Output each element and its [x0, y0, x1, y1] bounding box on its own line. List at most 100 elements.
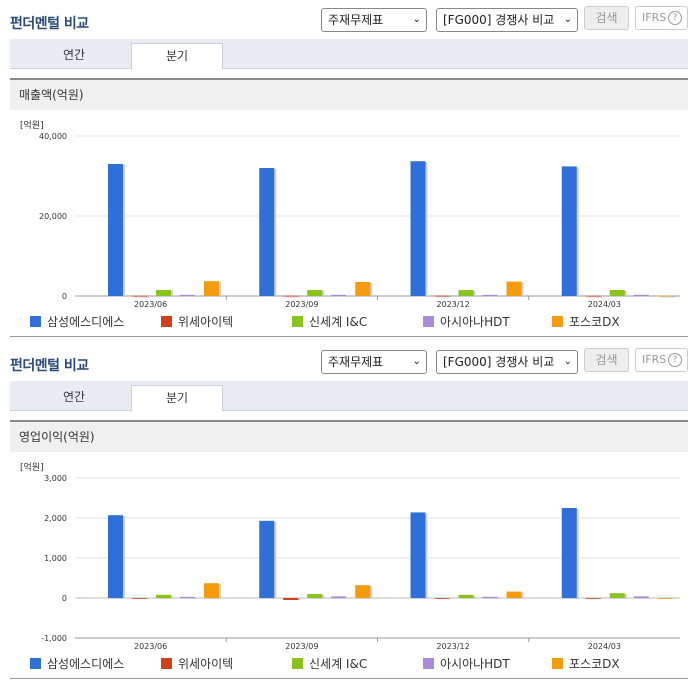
legend-label: 신세계 I&C: [309, 657, 368, 671]
x-tick-label: 2023/09: [285, 642, 318, 651]
question-icon: ?: [668, 11, 682, 25]
search-button[interactable]: 검색: [584, 6, 629, 30]
bar-신세계-i-c-2024-03[interactable]: [609, 290, 625, 296]
legend-swatch: [30, 658, 41, 669]
bar-삼성에스디에스-2023-06[interactable]: [108, 164, 123, 296]
ifrs-label: IFRS: [642, 353, 667, 366]
legend-swatch: [161, 658, 172, 669]
bar-포스코dx-2023-06[interactable]: [204, 583, 219, 598]
question-icon: ?: [668, 353, 682, 367]
bar-삼성에스디에스-2023-12[interactable]: [410, 512, 426, 598]
bar-shadow: [587, 296, 603, 298]
section-title: 펀더멘털 비교: [10, 358, 89, 374]
bar-신세계-i-c-2023-06[interactable]: [156, 290, 171, 296]
bar-shadow: [635, 597, 651, 599]
tab-quarterly[interactable]: 분기: [131, 43, 223, 70]
legend-label: 아시아나HDT: [440, 315, 510, 329]
legend-item-신세계-i-c[interactable]: 신세계 I&C: [292, 655, 367, 672]
bar-포스코dx-2023-06[interactable]: [204, 281, 219, 296]
bar-포스코dx-2024-03[interactable]: [657, 598, 673, 599]
legend-item-위세아이텍[interactable]: 위세아이텍: [161, 655, 233, 672]
x-tick-label: 2023/12: [437, 300, 470, 309]
bar-포스코dx-2024-03[interactable]: [657, 295, 673, 297]
section-title: 펀더멘털 비교: [10, 16, 89, 32]
bar-위세아이텍-2023-09[interactable]: [283, 598, 299, 600]
legend-label: 포스코DX: [569, 315, 620, 329]
legend-item-위세아이텍[interactable]: 위세아이텍: [161, 313, 233, 330]
ifrs-help-button[interactable]: IFRS ?: [635, 6, 688, 30]
bar-신세계-i-c-2023-12[interactable]: [458, 594, 474, 598]
statement-select[interactable]: 주재무제표 ⌄: [321, 8, 427, 32]
legend-item-아시아나hdt[interactable]: 아시아나HDT: [423, 655, 510, 672]
tab-quarterly[interactable]: 분기: [131, 385, 223, 412]
tab-annual[interactable]: 연간: [62, 48, 86, 62]
bar-신세계-i-c-2023-06[interactable]: [156, 594, 171, 598]
bar-shadow: [635, 295, 651, 297]
bar-삼성에스디에스-2023-06[interactable]: [108, 515, 123, 598]
legend-swatch: [423, 658, 434, 669]
bar-신세계-i-c-2023-09[interactable]: [307, 594, 323, 598]
bar-아시아나hdt-2023-06[interactable]: [180, 294, 195, 296]
legend-label: 삼성에스디에스: [47, 657, 125, 671]
legend-label: 포스코DX: [569, 657, 620, 671]
bar-삼성에스디에스-2024-03[interactable]: [561, 166, 577, 296]
y-tick-label: 0: [62, 292, 67, 301]
bar-위세아이텍-2023-09[interactable]: [283, 295, 299, 297]
legend-item-포스코dx[interactable]: 포스코DX: [552, 313, 620, 330]
legend-label: 위세아이텍: [178, 315, 234, 329]
bar-위세아이텍-2024-03[interactable]: [585, 295, 601, 297]
statement-select[interactable]: 주재무제표 ⌄: [321, 350, 427, 374]
ifrs-help-button[interactable]: IFRS ?: [635, 348, 688, 372]
search-button[interactable]: 검색: [584, 348, 629, 372]
bar-포스코dx-2023-12[interactable]: [506, 281, 522, 296]
bar-위세아이텍-2023-12[interactable]: [434, 295, 450, 297]
bar-shadow: [484, 295, 500, 297]
legend-item-아시아나hdt[interactable]: 아시아나HDT: [423, 313, 510, 330]
bar-위세아이텍-2024-03[interactable]: [585, 598, 601, 599]
tab-annual[interactable]: 연간: [62, 390, 86, 404]
unit-label: [억원]: [20, 463, 44, 473]
bar-아시아나hdt-2023-12[interactable]: [482, 294, 498, 296]
legend-item-삼성에스디에스[interactable]: 삼성에스디에스: [30, 655, 124, 672]
bar-아시아나hdt-2024-03[interactable]: [633, 596, 649, 598]
bar-아시아나hdt-2023-09[interactable]: [331, 294, 347, 296]
bar-삼성에스디에스-2023-09[interactable]: [259, 520, 275, 598]
x-tick-label: 2023/06: [134, 642, 167, 651]
bar-신세계-i-c-2023-12[interactable]: [458, 290, 474, 296]
bar-삼성에스디에스-2023-12[interactable]: [410, 161, 426, 296]
fundamentals-section-operating-income: 펀더멘털 비교 주재무제표 ⌄ [FG000] 경쟁사 비교 ⌄ 검색 IFRS…: [0, 342, 696, 684]
x-tick-label: 2023/12: [437, 642, 470, 651]
bar-포스코dx-2023-09[interactable]: [355, 282, 371, 296]
bar-포스코dx-2023-12[interactable]: [506, 591, 522, 598]
bar-위세아이텍-2023-06[interactable]: [132, 598, 147, 599]
bar-삼성에스디에스-2023-09[interactable]: [259, 168, 275, 296]
bar-신세계-i-c-2024-03[interactable]: [609, 593, 625, 598]
legend-item-신세계-i-c[interactable]: 신세계 I&C: [292, 313, 367, 330]
bar-shadow: [134, 296, 149, 298]
bar-아시아나hdt-2023-06[interactable]: [180, 596, 195, 598]
legend-label: 신세계 I&C: [309, 315, 368, 329]
period-tabs: 연간 분기: [10, 39, 688, 70]
x-tick-label: 2023/06: [134, 300, 167, 309]
panel-title: 영업이익(억원): [10, 420, 688, 452]
bar-아시아나hdt-2023-09[interactable]: [331, 596, 347, 598]
unit-label: [억원]: [20, 121, 44, 131]
legend-item-포스코dx[interactable]: 포스코DX: [552, 655, 620, 672]
legend-swatch: [552, 658, 563, 669]
legend-swatch: [292, 658, 303, 669]
bar-위세아이텍-2023-06[interactable]: [132, 295, 147, 297]
bar-아시아나hdt-2023-12[interactable]: [482, 596, 498, 598]
y-tick-label: 3,000: [44, 474, 67, 483]
peer-select-value: [FG000] 경쟁사 비교: [443, 355, 555, 369]
peer-select[interactable]: [FG000] 경쟁사 비교 ⌄: [436, 8, 578, 32]
chevron-down-icon: ⌄: [412, 14, 421, 25]
legend-swatch: [30, 316, 41, 327]
peer-select[interactable]: [FG000] 경쟁사 비교 ⌄: [436, 350, 578, 374]
bar-위세아이텍-2023-12[interactable]: [434, 598, 450, 599]
legend-item-삼성에스디에스[interactable]: 삼성에스디에스: [30, 313, 124, 330]
bar-삼성에스디에스-2024-03[interactable]: [561, 508, 577, 598]
bar-신세계-i-c-2023-09[interactable]: [307, 290, 323, 296]
bar-포스코dx-2023-09[interactable]: [355, 585, 371, 598]
bar-아시아나hdt-2024-03[interactable]: [633, 294, 649, 296]
section-header: 펀더멘털 비교 주재무제표 ⌄ [FG000] 경쟁사 비교 ⌄ 검색 IFRS…: [0, 342, 696, 378]
